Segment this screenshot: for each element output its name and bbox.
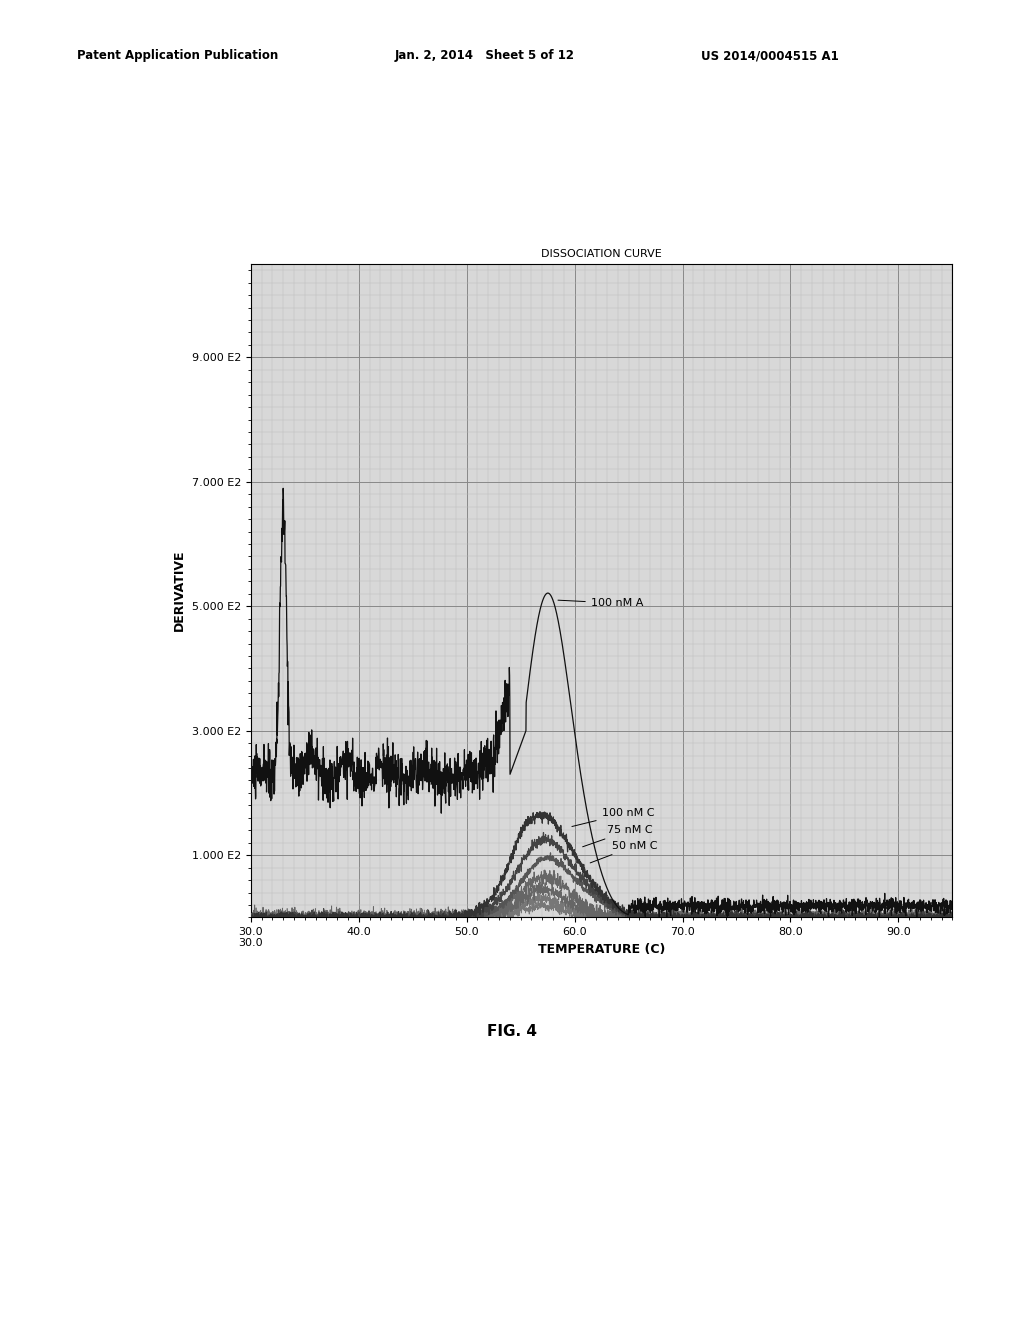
- Text: 30.0: 30.0: [239, 939, 263, 949]
- X-axis label: TEMPERATURE (C): TEMPERATURE (C): [538, 942, 666, 956]
- Text: 100 nM C: 100 nM C: [572, 808, 654, 826]
- Text: Patent Application Publication: Patent Application Publication: [77, 49, 279, 62]
- Title: DISSOCIATION CURVE: DISSOCIATION CURVE: [542, 249, 662, 259]
- Text: 50 nM C: 50 nM C: [590, 841, 657, 863]
- Text: 100 nM A: 100 nM A: [558, 598, 643, 609]
- Text: 75 nM C: 75 nM C: [583, 825, 652, 847]
- Text: Jan. 2, 2014   Sheet 5 of 12: Jan. 2, 2014 Sheet 5 of 12: [394, 49, 574, 62]
- Text: FIG. 4: FIG. 4: [487, 1024, 537, 1039]
- Y-axis label: DERIVATIVE: DERIVATIVE: [173, 550, 186, 631]
- Text: US 2014/0004515 A1: US 2014/0004515 A1: [701, 49, 840, 62]
